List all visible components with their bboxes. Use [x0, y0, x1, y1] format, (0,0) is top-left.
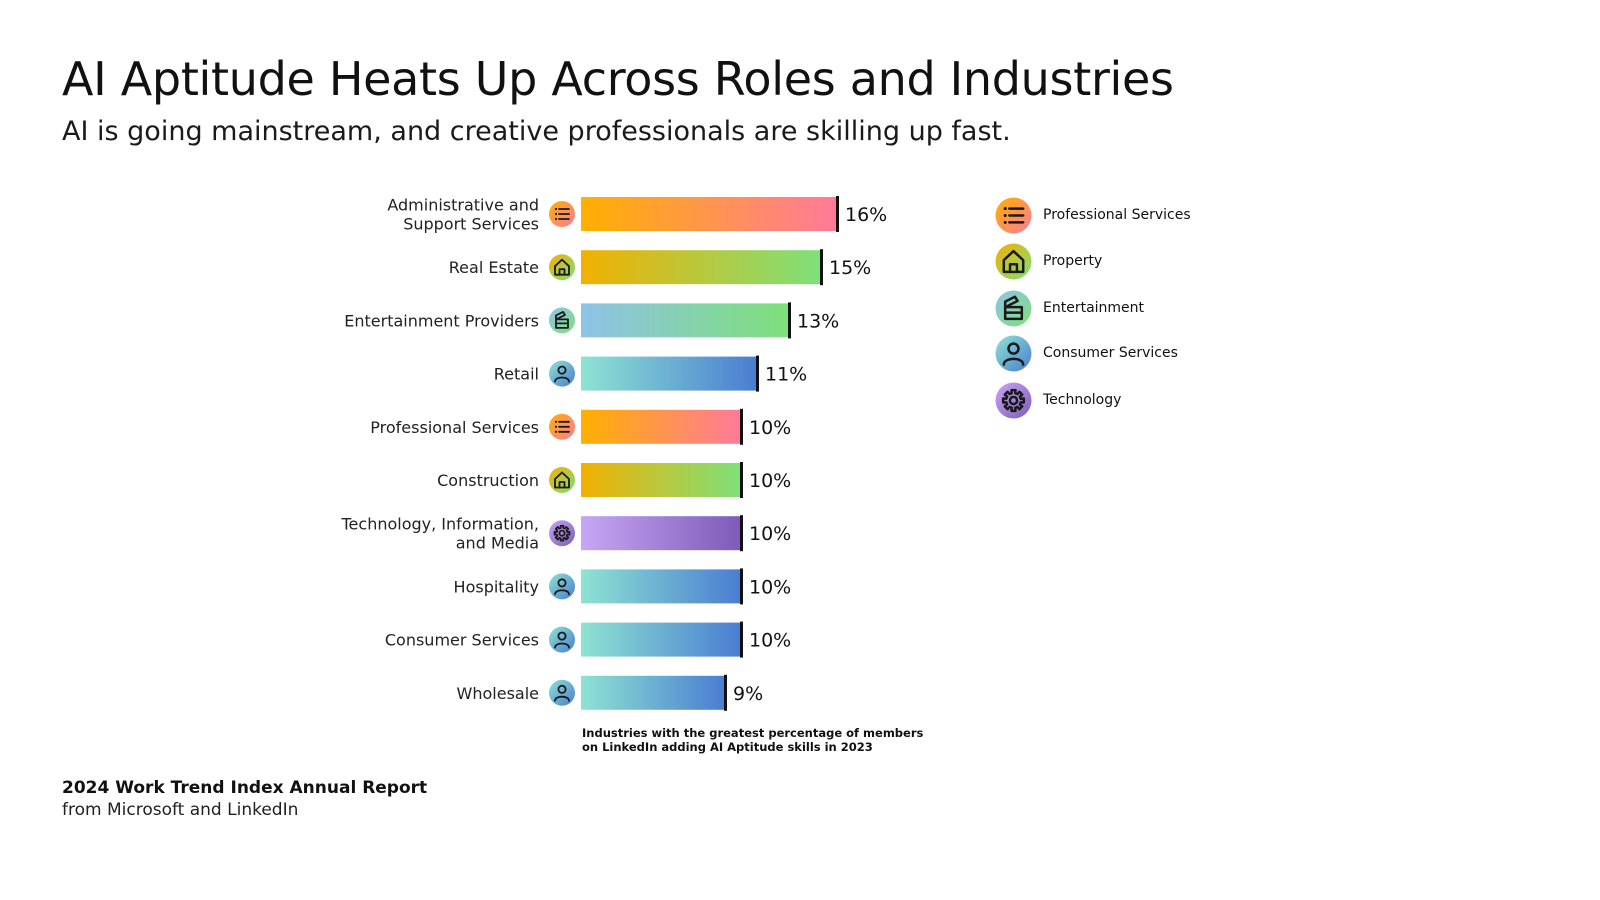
bar-value-marker — [788, 302, 791, 339]
category-label: Retail — [494, 365, 539, 384]
category-label: Technology, Information, and Media — [341, 515, 540, 553]
bar-value-label: 10% — [749, 576, 791, 598]
gear-icon — [995, 382, 1032, 418]
category-label: Consumer Services — [385, 631, 539, 650]
person-icon — [549, 573, 575, 600]
clapperboard-icon — [549, 307, 575, 334]
legend-item-professional: Professional Services — [995, 196, 1191, 234]
bar-value-marker — [724, 674, 727, 711]
bar-value-marker — [836, 196, 839, 232]
legend-label: Professional Services — [1043, 207, 1191, 223]
person-icon — [549, 626, 575, 653]
report-source: from Microsoft and LinkedIn — [62, 800, 299, 820]
chart-caption: Industries with the greatest percentage … — [582, 726, 924, 754]
category-label: Administrative and Support Services — [387, 196, 539, 234]
category-label: Entertainment Providers — [344, 311, 539, 330]
category-label: Real Estate — [449, 258, 539, 277]
bar — [581, 675, 725, 710]
category-label: Wholesale — [457, 684, 539, 703]
bar-value-marker — [740, 568, 743, 605]
page-subtitle: AI is going mainstream, and creative pro… — [62, 116, 1011, 147]
bar-value-marker — [740, 408, 743, 445]
legend-item-entertainment: Entertainment — [995, 289, 1144, 327]
report-title: 2024 Work Trend Index Annual Report — [62, 778, 428, 798]
bar-value-marker — [820, 249, 823, 286]
bar-value-label: 10% — [749, 417, 791, 439]
legend-label: Technology — [1043, 392, 1122, 408]
bar-value-marker — [740, 621, 743, 658]
legend-label: Entertainment — [1043, 300, 1145, 316]
house-icon — [549, 467, 575, 493]
list-icon — [549, 201, 575, 227]
bar-value-label: 16% — [845, 204, 887, 226]
list-icon — [995, 197, 1032, 233]
bar — [581, 356, 757, 391]
bar — [581, 516, 741, 551]
bar-chart: 16% Administrative and Support Services 15%… — [341, 196, 887, 711]
bar — [581, 197, 837, 231]
legend-item-property: Property — [995, 242, 1102, 280]
bar-value-marker — [756, 355, 759, 392]
bar-value-marker — [740, 462, 743, 498]
bar-value-label: 10% — [749, 523, 791, 545]
bar — [581, 569, 741, 604]
bar — [581, 250, 821, 285]
legend-label: Property — [1043, 253, 1103, 269]
legend-item-technology: Technology — [995, 381, 1121, 419]
report-footer: 2024 Work Trend Index Annual Report from… — [62, 778, 427, 820]
person-icon — [995, 335, 1032, 371]
legend-label: Consumer Services — [1043, 345, 1178, 361]
bar-value-marker — [740, 515, 743, 552]
bar — [581, 622, 741, 657]
chart-caption-line: on LinkedIn adding AI Aptitude skills in… — [582, 740, 873, 754]
gear-icon — [549, 520, 575, 547]
house-icon — [549, 254, 575, 281]
bar-value-label: 9% — [733, 683, 763, 705]
list-icon — [549, 413, 575, 440]
chart-caption-line: Industries with the greatest percentage … — [582, 726, 924, 740]
category-label: Professional Services — [370, 418, 539, 437]
bar-value-label: 15% — [829, 257, 871, 279]
person-icon — [549, 360, 575, 387]
clapperboard-icon — [995, 290, 1032, 326]
bar — [581, 463, 741, 497]
page-title: AI Aptitude Heats Up Across Roles and In… — [62, 52, 1174, 106]
legend-item-consumer: Consumer Services — [995, 334, 1178, 372]
bar-value-label: 11% — [765, 364, 807, 386]
category-label: Hospitality — [454, 577, 539, 596]
bar-value-label: 10% — [749, 470, 791, 492]
bar-value-label: 10% — [749, 630, 791, 652]
house-icon — [995, 243, 1032, 279]
bar-value-label: 13% — [797, 310, 839, 332]
person-icon — [549, 679, 575, 706]
category-label: Construction — [437, 471, 539, 490]
bar — [581, 303, 789, 338]
bar — [581, 409, 741, 444]
